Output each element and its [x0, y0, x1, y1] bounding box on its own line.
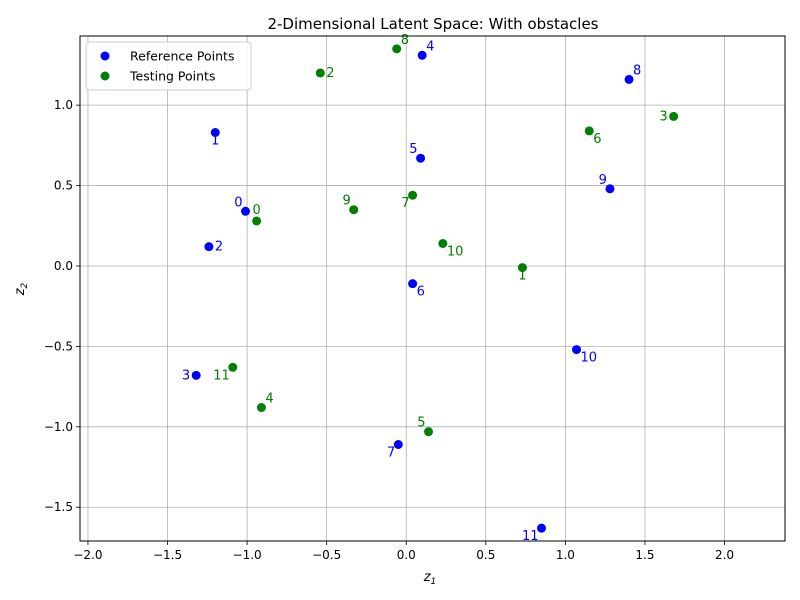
- reference-points-marker-8: [624, 74, 634, 84]
- reference-points-label-3: 3: [182, 368, 190, 383]
- reference-points-label-11: 11: [522, 529, 539, 544]
- testing-points-label-6: 6: [593, 132, 601, 147]
- reference-points-marker-1: [210, 127, 220, 137]
- testing-points-label-10: 10: [447, 244, 464, 259]
- legend-label-reference-points: Reference Points: [130, 49, 234, 64]
- y-tick-label: −1.0: [44, 420, 73, 434]
- point-labels: 0 1 2 3 4 5 6 7 8 9 10 11 0 1 2 3 4 5 6 7 8 9 10 11: [182, 33, 668, 544]
- testing-points-label-4: 4: [265, 392, 273, 407]
- testing-points-marker-1: [517, 263, 527, 273]
- reference-points-label-5: 5: [409, 142, 417, 157]
- testing-points-label-1: 1: [518, 269, 526, 284]
- plot-frame: [79, 35, 786, 542]
- y-axis-label: z2: [13, 282, 30, 296]
- reference-points-label-4: 4: [426, 39, 434, 54]
- testing-points-marker-3: [669, 111, 679, 121]
- grid-lines: [80, 36, 785, 541]
- testing-points-marker-8: [392, 44, 402, 54]
- reference-points-label-7: 7: [387, 446, 395, 461]
- testing-points-marker-4: [256, 403, 266, 413]
- testing-points-label-11: 11: [213, 368, 230, 383]
- testing-points-marker-6: [584, 126, 594, 136]
- x-tick-label: 1.5: [635, 548, 654, 562]
- x-tick-label: −2.0: [73, 548, 102, 562]
- testing-points-label-5: 5: [417, 416, 425, 431]
- reference-points-marker-2: [204, 242, 214, 252]
- reference-points-marker-6: [408, 279, 418, 289]
- testing-points-label-3: 3: [659, 109, 667, 124]
- reference-points-marker-10: [572, 345, 582, 355]
- testing-points-marker-0: [252, 216, 262, 226]
- testing-points-label-9: 9: [342, 194, 350, 209]
- x-tick-label: −1.5: [153, 548, 182, 562]
- reference-points-marker-5: [416, 153, 426, 163]
- testing-points-label-8: 8: [401, 33, 409, 48]
- testing-points-marker-10: [438, 238, 448, 248]
- x-tick-label: 0.5: [476, 548, 495, 562]
- legend-label-testing-points: Testing Points: [129, 69, 215, 84]
- y-tick-label: −1.5: [44, 500, 73, 514]
- y-tick-label: 0.0: [54, 259, 73, 273]
- reference-points-marker-9: [605, 184, 615, 194]
- legend-marker-reference-points: [100, 51, 110, 61]
- chart-title: 2-Dimensional Latent Space: With obstacl…: [267, 15, 598, 33]
- reference-points-label-8: 8: [633, 63, 641, 78]
- x-axis-label: z1: [423, 570, 437, 587]
- reference-points-marker-4: [417, 50, 427, 60]
- x-tick-label: −1.0: [233, 548, 262, 562]
- x-tick-label: 2.0: [715, 548, 734, 562]
- testing-points-marker-2: [315, 68, 325, 78]
- y-tick-label: 1.0: [54, 98, 73, 112]
- reference-points-label-10: 10: [581, 351, 598, 366]
- testing-points-marker-11: [228, 362, 238, 372]
- reference-points-marker-11: [537, 523, 547, 533]
- testing-points-label-0: 0: [253, 203, 261, 218]
- testing-points-marker-9: [349, 205, 359, 215]
- testing-points-label-7: 7: [401, 196, 409, 211]
- reference-points-marker-0: [241, 206, 251, 216]
- reference-points-label-0: 0: [234, 195, 242, 210]
- testing-points-label-2: 2: [326, 66, 334, 81]
- x-tick-label: 0.0: [397, 548, 416, 562]
- testing-points-marker-5: [424, 427, 434, 437]
- axis-ticks: −2.0 −1.5 −1.0 −0.5 0.0 0.5 1.0 1.5 2.0 −1.5 −1.0 −…: [44, 98, 734, 562]
- legend-marker-testing-points: [100, 71, 110, 81]
- data-points: [191, 44, 679, 533]
- x-tick-label: 1.0: [556, 548, 575, 562]
- x-tick-label: −0.5: [312, 548, 341, 562]
- reference-points-label-9: 9: [599, 173, 607, 188]
- y-tick-label: −0.5: [44, 339, 73, 353]
- reference-points-label-6: 6: [417, 285, 425, 300]
- reference-points-label-1: 1: [211, 133, 219, 148]
- reference-points-marker-7: [393, 440, 403, 450]
- testing-points-marker-7: [408, 190, 418, 200]
- reference-points-label-2: 2: [215, 240, 223, 255]
- reference-points-marker-3: [191, 370, 201, 380]
- y-tick-label: 0.5: [54, 179, 73, 193]
- legend: Reference Points Testing Points: [85, 41, 252, 91]
- legend-box: [85, 41, 252, 91]
